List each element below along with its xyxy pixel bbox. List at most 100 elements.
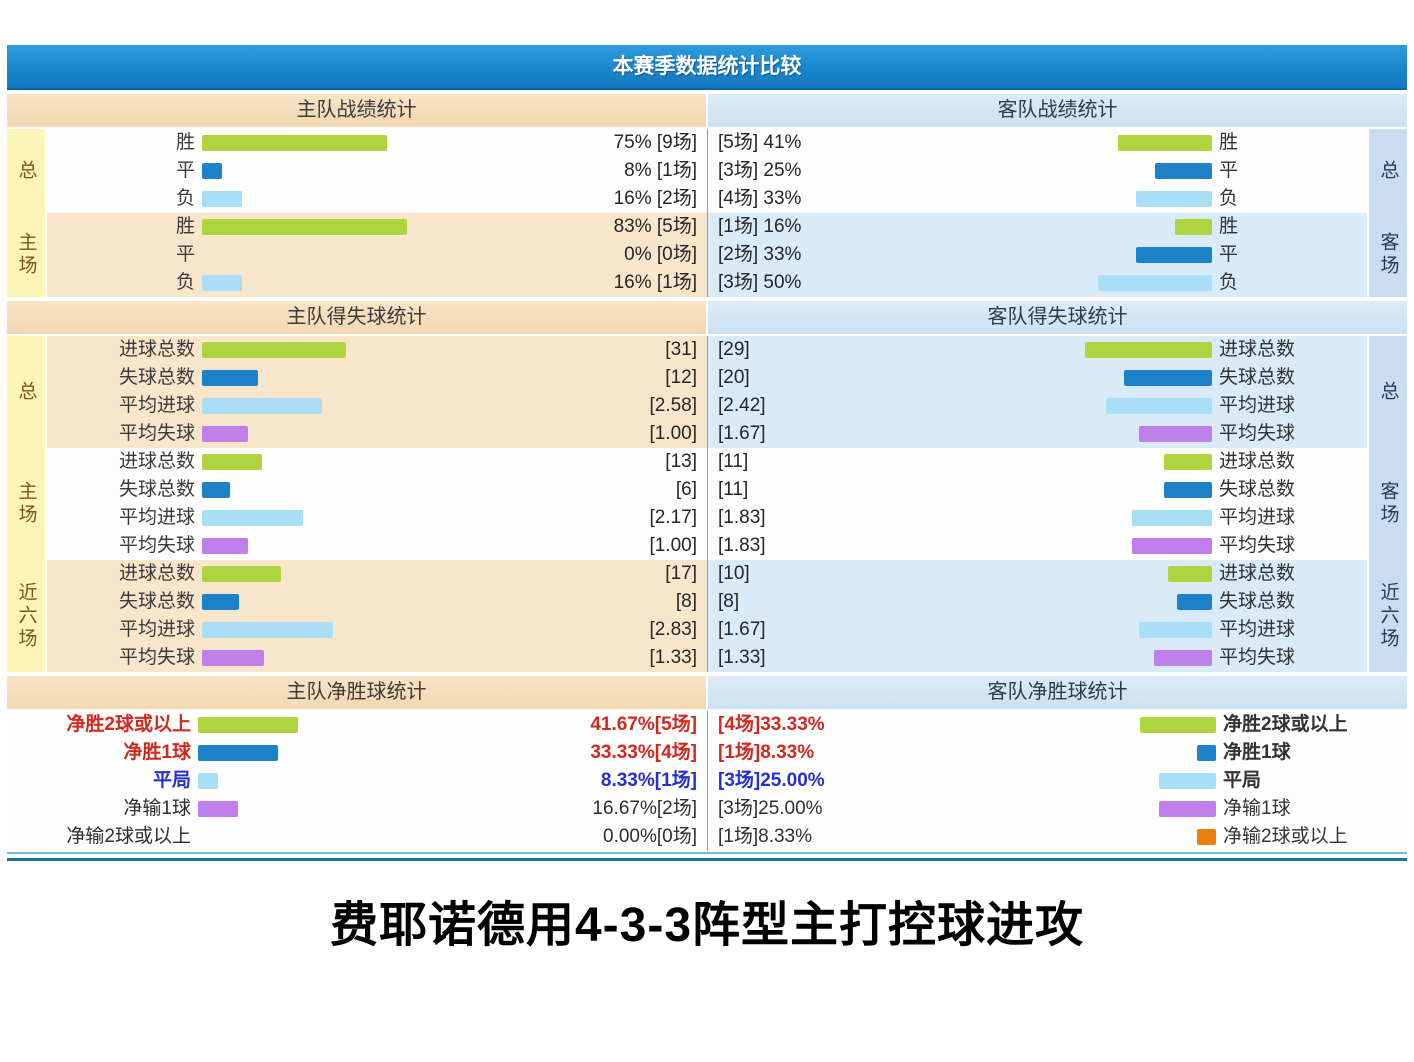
stat-label: 胜 bbox=[1219, 132, 1239, 153]
stat-bar-track bbox=[748, 454, 1212, 470]
stat-value: [8] bbox=[675, 591, 697, 612]
stat-group-rows: [5场] 41% 胜 [3场] 25% 平 [4场] 33% 负 bbox=[708, 129, 1367, 213]
purple-bar bbox=[1159, 801, 1216, 817]
stat-label: 平均失球 bbox=[118, 647, 195, 668]
lightblue-bar bbox=[1098, 275, 1212, 291]
stat-group: [11] 进球总数 [11] 失球总数 [1.83] 平均进球 [1.83] 平均失球 客场 bbox=[708, 448, 1407, 560]
stat-group: [1场] 16% 胜 [2场] 33% 平 [3场] 50% 负 客场 bbox=[708, 213, 1407, 297]
blue-bar bbox=[202, 370, 258, 386]
stat-row: 净胜2球或以上 41.67%[5场] bbox=[7, 711, 707, 739]
away-goals-header: 客队得失球统计 bbox=[706, 301, 1407, 334]
stat-value: [31] bbox=[665, 339, 697, 360]
stat-bar-track bbox=[766, 538, 1212, 554]
stat-row: [20] 失球总数 bbox=[708, 364, 1367, 392]
stat-row: [1场]8.33% 净输2球或以上 bbox=[708, 823, 1407, 851]
stat-row: 负 16% [1场] bbox=[47, 269, 707, 297]
stat-bar-track bbox=[748, 482, 1212, 498]
stat-label: 进球总数 bbox=[118, 339, 195, 360]
stat-row: 平局 8.33%[1场] bbox=[7, 767, 707, 795]
away-record-rows: [5场] 41% 胜 [3场] 25% 平 [4场] 33% 负总 [1场] 16% 胜 [2场… bbox=[707, 129, 1407, 297]
board-title: 本赛季数据统计比较 bbox=[7, 45, 1407, 90]
green-bar bbox=[202, 454, 262, 470]
stat-value: [1.67] bbox=[718, 423, 766, 444]
stat-label: 平局 bbox=[152, 770, 191, 791]
stat-value: [2.58] bbox=[649, 395, 697, 416]
stat-group-rows: [29] 进球总数 [20] 失球总数 [2.42] 平均进球 [1.67] 平均失球 bbox=[708, 336, 1367, 448]
stat-value: [29] bbox=[718, 339, 750, 360]
stat-value: [1.33] bbox=[718, 647, 766, 668]
group-side-label: 客场 bbox=[1367, 213, 1407, 297]
stat-label: 失球总数 bbox=[118, 591, 195, 612]
away-netgoals-header: 客队净胜球统计 bbox=[706, 676, 1407, 709]
stat-value: [5场] 41% bbox=[718, 132, 802, 153]
stat-row: [4场]33.33% 净胜2球或以上 bbox=[708, 711, 1407, 739]
green-bar bbox=[202, 342, 346, 358]
stat-bar-track bbox=[202, 426, 649, 442]
season-stats-board: 本赛季数据统计比较 主队战绩统计 客队战绩统计 总胜 75% [9场] 平 8% [1… bbox=[7, 45, 1407, 861]
stat-value: [11] bbox=[718, 479, 749, 500]
away-netgoals-rows: [4场]33.33% 净胜2球或以上 [1场]8.33% 净胜1球 [3场]25.00%… bbox=[707, 711, 1407, 851]
stat-label: 平均进球 bbox=[118, 619, 195, 640]
stat-row: 进球总数 [17] bbox=[47, 560, 707, 588]
blue-bar bbox=[198, 745, 278, 761]
stat-value: [1.83] bbox=[718, 535, 766, 556]
stat-value: [12] bbox=[665, 367, 697, 388]
stat-row: 净胜1球 33.33%[4场] bbox=[7, 739, 707, 767]
stat-value: [1场]8.33% bbox=[718, 826, 812, 847]
stat-label: 胜 bbox=[1219, 216, 1239, 237]
group-side-label-text: 总 bbox=[1377, 380, 1399, 404]
table-bottom-border bbox=[7, 852, 1407, 861]
stat-row: [1.83] 平均失球 bbox=[708, 532, 1367, 560]
stat-row: 净输1球 16.67%[2场] bbox=[7, 795, 707, 823]
stat-value: 0.00%[0场] bbox=[603, 826, 697, 847]
stat-label: 胜 bbox=[175, 216, 195, 237]
group-side-label-text: 客场 bbox=[1377, 232, 1399, 278]
stat-label: 平均失球 bbox=[118, 423, 195, 444]
stat-bar-track bbox=[202, 342, 665, 358]
green-bar bbox=[1164, 454, 1212, 470]
stat-bar-track bbox=[825, 773, 1216, 789]
stat-bar-track bbox=[202, 275, 614, 291]
stat-group-rows: 进球总数 [13] 失球总数 [6] 平均进球 [2.17] 平均失球 [1.00] bbox=[47, 448, 707, 560]
stat-label: 进球总数 bbox=[1219, 451, 1296, 472]
stat-row: [3场]25.00% 平局 bbox=[708, 767, 1407, 795]
stat-group: 净胜2球或以上 41.67%[5场] 净胜1球 33.33%[4场] 平局 8.33%[1… bbox=[7, 711, 707, 851]
stat-bar-track bbox=[766, 622, 1212, 638]
stat-value: [2.83] bbox=[649, 619, 697, 640]
stat-bar-track bbox=[801, 219, 1212, 235]
stat-label: 进球总数 bbox=[118, 451, 195, 472]
green-bar bbox=[1168, 566, 1212, 582]
stat-value: 41.67%[5场] bbox=[590, 714, 697, 735]
stat-value: [13] bbox=[665, 451, 697, 472]
stat-row: 平均进球 [2.83] bbox=[47, 616, 707, 644]
stat-group: [5场] 41% 胜 [3场] 25% 平 [4场] 33% 负 总 bbox=[708, 129, 1407, 213]
stat-label: 失球总数 bbox=[1219, 367, 1296, 388]
purple-bar bbox=[202, 650, 264, 666]
stat-value: [1.00] bbox=[649, 423, 697, 444]
green-bar bbox=[202, 135, 387, 151]
stat-label: 失球总数 bbox=[118, 479, 195, 500]
blue-bar bbox=[1197, 745, 1216, 761]
stat-bar-track bbox=[202, 135, 614, 151]
stat-group: [4场]33.33% 净胜2球或以上 [1场]8.33% 净胜1球 [3场]25.00%… bbox=[708, 711, 1407, 851]
stat-value: [1场]8.33% bbox=[718, 742, 815, 763]
stat-value: [10] bbox=[718, 563, 750, 584]
stat-group-rows: 进球总数 [17] 失球总数 [8] 平均进球 [2.83] 平均失球 [1.33] bbox=[47, 560, 707, 672]
stat-value: [3场]25.00% bbox=[718, 798, 823, 819]
lightblue-bar bbox=[1159, 773, 1216, 789]
stat-bar-track bbox=[801, 163, 1212, 179]
stat-value: [3场]25.00% bbox=[718, 770, 825, 791]
stat-bar-track bbox=[198, 773, 601, 789]
stat-label: 净输1球 bbox=[1223, 798, 1291, 819]
stat-value: 75% [9场] bbox=[613, 132, 697, 153]
group-side-label-text: 主场 bbox=[15, 481, 37, 527]
stat-label: 负 bbox=[1219, 272, 1239, 293]
home-netgoals-rows: 净胜2球或以上 41.67%[5场] 净胜1球 33.33%[4场] 平局 8.33%[1… bbox=[7, 711, 707, 851]
stat-value: 16% [1场] bbox=[613, 272, 697, 293]
section-netgoals: 主队净胜球统计 客队净胜球统计 净胜2球或以上 41.67%[5场] 净胜1球 33.… bbox=[7, 676, 1407, 851]
stat-group-rows: 净胜2球或以上 41.67%[5场] 净胜1球 33.33%[4场] 平局 8.33%[1… bbox=[7, 711, 707, 851]
blue-bar bbox=[202, 482, 230, 498]
blue-bar bbox=[202, 594, 239, 610]
blue-bar bbox=[1177, 594, 1212, 610]
stat-label: 负 bbox=[175, 188, 195, 209]
